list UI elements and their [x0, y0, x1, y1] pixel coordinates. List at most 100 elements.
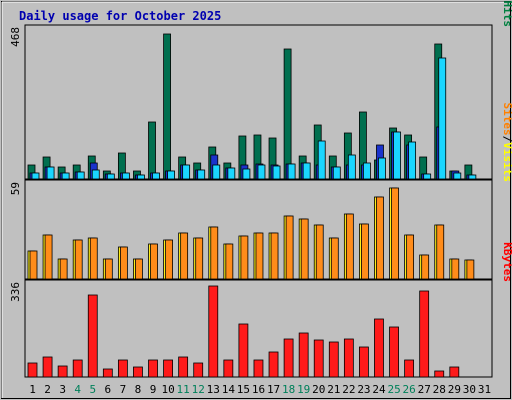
x-tick-label-day-5: 5: [89, 383, 96, 396]
bar-visits-sites-day-14: [225, 243, 234, 280]
panel-legend-hits: Pages/Files/Hits: [501, 0, 512, 27]
x-tick-label-day-13: 13: [207, 383, 220, 396]
x-tick-label-day-9: 9: [150, 383, 157, 396]
bar-kbytes-kbytes-day-5: [87, 294, 98, 378]
x-tick-label-day-1: 1: [29, 383, 36, 396]
bar-hits-pages-day-6: [106, 173, 115, 180]
bar-kbytes-kbytes-day-24: [374, 318, 384, 378]
bar-hits-pages-day-12: [197, 169, 206, 180]
bar-hits-pages-day-29: [453, 172, 462, 180]
bar-hits-pages-day-16: [257, 164, 266, 180]
series-sites: [29, 187, 475, 280]
bar-hits-hits-day-9: [148, 121, 156, 180]
x-tick-label-day-29: 29: [448, 383, 461, 396]
x-tick-label-day-6: 6: [105, 383, 112, 396]
bar-visits-sites-day-28: [436, 224, 445, 280]
bar-visits-sites-day-4: [74, 239, 83, 280]
bar-visits-sites-day-1: [29, 250, 38, 280]
bar-kbytes-kbytes-day-6: [102, 368, 113, 378]
bar-visits-sites-day-9: [150, 243, 158, 280]
series-kbytes: [27, 285, 460, 378]
panel-max-label-hits: 468: [9, 27, 22, 47]
panel-kbytes: 336 KBytes: [9, 242, 512, 378]
bar-kbytes-kbytes-day-23: [359, 346, 369, 378]
bar-visits-sites-day-6: [104, 258, 113, 280]
chart-panels: 468Pages/Files/Hits59Sites/Visits336KByt…: [9, 0, 512, 378]
bar-hits-pages-day-24: [378, 157, 386, 180]
bar-hits-pages-day-3: [61, 172, 70, 180]
legend-entry-kbytes-0: KBytes: [501, 242, 512, 282]
bar-hits-pages-day-18: [287, 163, 296, 180]
bar-kbytes-kbytes-day-25: [389, 326, 399, 378]
bar-kbytes-kbytes-day-13: [208, 285, 219, 378]
panel-legend-kbytes: KBytes: [501, 242, 512, 282]
bar-visits-sites-day-15: [240, 235, 249, 280]
bar-hits-pages-day-10: [167, 170, 175, 180]
x-tick-label-day-8: 8: [135, 383, 142, 396]
x-tick-label-day-25: 25: [387, 383, 400, 396]
x-tick-label-day-12: 12: [192, 383, 205, 396]
bar-kbytes-kbytes-day-17: [268, 351, 279, 378]
bar-kbytes-kbytes-day-10: [163, 359, 173, 378]
bar-visits-sites-day-16: [255, 232, 264, 280]
bar-visits-sites-day-13: [210, 226, 219, 280]
x-tick-label-day-28: 28: [433, 383, 446, 396]
x-tick-label-day-14: 14: [222, 383, 236, 396]
bar-visits-sites-day-2: [44, 234, 53, 280]
series-pages: [31, 57, 477, 180]
bar-visits-sites-day-7: [119, 246, 128, 280]
bar-hits-pages-day-23: [363, 162, 371, 180]
x-tick-label-day-3: 3: [59, 383, 66, 396]
bar-hits-pages-day-1: [31, 172, 40, 180]
bar-hits-pages-day-4: [76, 171, 85, 180]
x-tick-label-day-16: 16: [252, 383, 265, 396]
legend-entry-visits-2: Visits: [501, 142, 512, 182]
bar-visits-sites-day-24: [376, 196, 384, 280]
bar-hits-pages-day-11: [182, 164, 191, 180]
bar-kbytes-kbytes-day-9: [148, 359, 158, 378]
bar-hits-hits-day-18: [283, 48, 292, 180]
bar-visits-sites-day-29: [451, 258, 460, 280]
bar-visits-sites-day-3: [59, 258, 68, 280]
x-tick-label-day-17: 17: [267, 383, 280, 396]
bar-visits-sites-day-21: [330, 237, 339, 280]
bar-kbytes-kbytes-day-21: [328, 341, 339, 378]
bar-hits-pages-day-30: [468, 174, 477, 180]
x-tick-label-day-31: 31: [478, 383, 491, 396]
bar-visits-sites-day-10: [165, 239, 173, 280]
bar-hits-pages-day-25: [393, 131, 401, 180]
chart-title: Daily usage for October 2025: [19, 9, 221, 23]
bar-visits-sites-day-11: [180, 232, 189, 280]
bar-hits-hits-day-10: [163, 33, 171, 180]
bar-hits-pages-day-17: [272, 165, 281, 180]
bar-kbytes-kbytes-day-7: [117, 359, 128, 378]
bar-hits-pages-day-21: [332, 166, 341, 180]
bar-kbytes-kbytes-day-8: [133, 366, 143, 378]
panel-legend-visits: Sites/Visits: [501, 103, 512, 183]
bar-kbytes-kbytes-day-1: [27, 362, 38, 378]
bar-kbytes-kbytes-day-15: [238, 323, 249, 378]
bar-kbytes-kbytes-day-20: [313, 339, 324, 378]
bar-visits-sites-day-27: [421, 254, 430, 280]
bar-hits-pages-day-8: [137, 174, 145, 180]
bar-visits-sites-day-18: [285, 215, 294, 280]
bar-kbytes-kbytes-day-22: [343, 338, 354, 378]
bar-hits-pages-day-7: [121, 172, 130, 180]
x-tick-label-day-10: 10: [161, 383, 174, 396]
bar-hits-pages-day-13: [212, 164, 221, 180]
bar-hits-pages-day-22: [347, 154, 356, 180]
bar-visits-sites-day-12: [195, 237, 204, 280]
x-tick-label-day-4: 4: [74, 383, 81, 396]
x-tick-label-day-20: 20: [312, 383, 325, 396]
bar-visits-sites-day-25: [391, 187, 399, 280]
bar-kbytes-kbytes-day-28: [434, 370, 445, 378]
x-tick-label-day-7: 7: [120, 383, 127, 396]
bar-visits-sites-day-20: [315, 224, 324, 280]
bar-kbytes-kbytes-day-18: [283, 338, 294, 378]
bar-visits-sites-day-8: [135, 258, 143, 280]
bar-visits-sites-day-17: [270, 232, 279, 280]
bar-kbytes-kbytes-day-2: [42, 356, 53, 378]
x-tick-label-day-27: 27: [418, 383, 431, 396]
bar-kbytes-kbytes-day-11: [178, 356, 189, 378]
